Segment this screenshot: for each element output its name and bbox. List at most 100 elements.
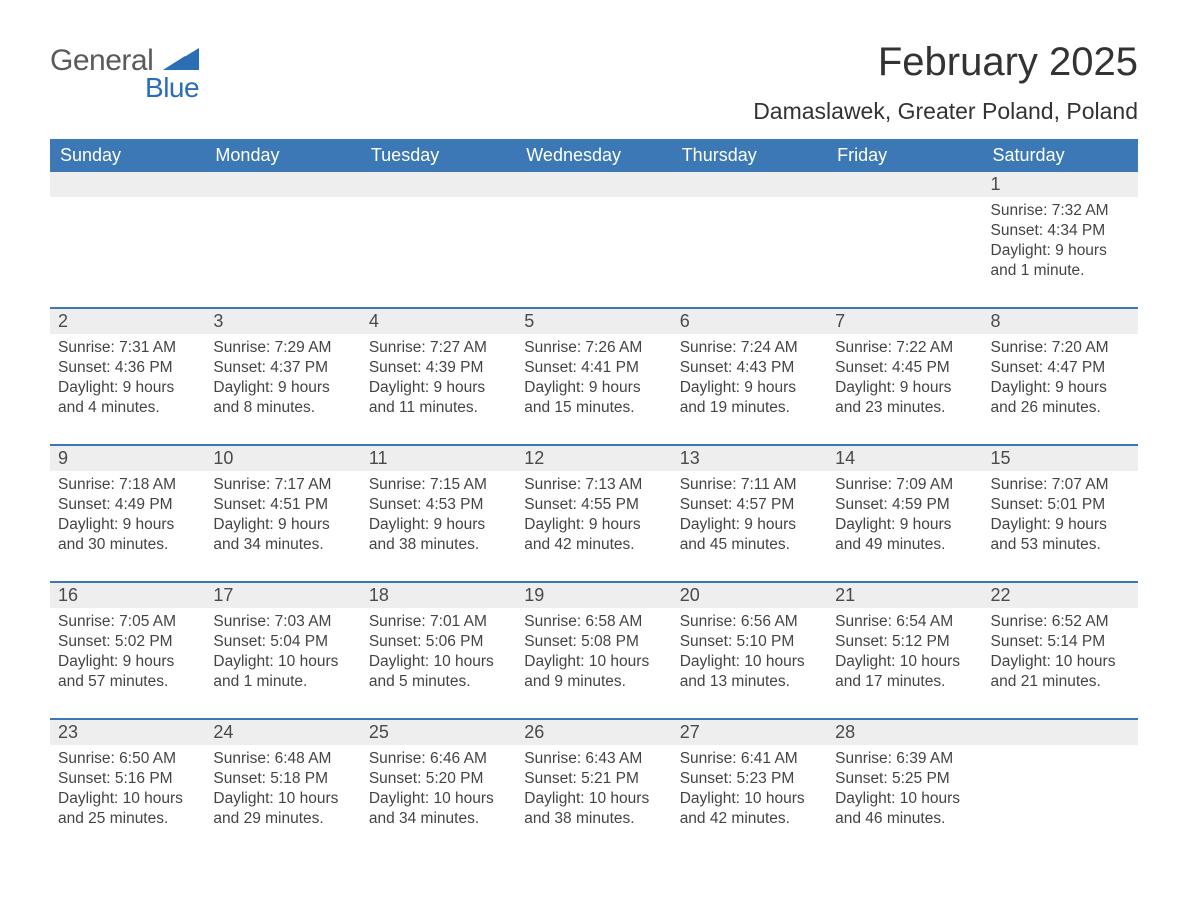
day-body-empty bbox=[50, 197, 205, 307]
day-number: 4 bbox=[361, 309, 516, 334]
day-details: Sunrise: 7:03 AMSunset: 5:04 PMDaylight:… bbox=[205, 608, 360, 718]
location-label: Damaslawek, Greater Poland, Poland bbox=[753, 98, 1138, 125]
sunset-line: Sunset: 5:06 PM bbox=[369, 632, 508, 652]
logo-text: General Blue bbox=[50, 40, 199, 102]
daylight-line: Daylight: 10 hours and 29 minutes. bbox=[213, 789, 352, 829]
day-body-empty bbox=[361, 197, 516, 307]
day-details: Sunrise: 6:39 AMSunset: 5:25 PMDaylight:… bbox=[827, 745, 982, 855]
sunset-line: Sunset: 4:59 PM bbox=[835, 495, 974, 515]
daylight-line: Daylight: 10 hours and 1 minute. bbox=[213, 652, 352, 692]
calendar-cell: 14Sunrise: 7:09 AMSunset: 4:59 PMDayligh… bbox=[827, 446, 982, 582]
calendar-cell: 9Sunrise: 7:18 AMSunset: 4:49 PMDaylight… bbox=[50, 446, 205, 582]
daylight-line: Daylight: 10 hours and 5 minutes. bbox=[369, 652, 508, 692]
calendar-week: 16Sunrise: 7:05 AMSunset: 5:02 PMDayligh… bbox=[50, 583, 1138, 719]
calendar-cell bbox=[50, 172, 205, 308]
sunrise-line: Sunrise: 7:20 AM bbox=[991, 338, 1130, 358]
daylight-line: Daylight: 10 hours and 17 minutes. bbox=[835, 652, 974, 692]
calendar-cell bbox=[983, 720, 1138, 855]
calendar-head: Sunday Monday Tuesday Wednesday Thursday… bbox=[50, 139, 1138, 172]
sunrise-line: Sunrise: 6:41 AM bbox=[680, 749, 819, 769]
sunset-line: Sunset: 5:16 PM bbox=[58, 769, 197, 789]
sunset-line: Sunset: 4:41 PM bbox=[524, 358, 663, 378]
sunset-line: Sunset: 4:39 PM bbox=[369, 358, 508, 378]
weekday-header: Friday bbox=[827, 139, 982, 172]
day-number: 6 bbox=[672, 309, 827, 334]
sunset-line: Sunset: 4:53 PM bbox=[369, 495, 508, 515]
sunset-line: Sunset: 5:12 PM bbox=[835, 632, 974, 652]
day-details: Sunrise: 6:43 AMSunset: 5:21 PMDaylight:… bbox=[516, 745, 671, 855]
day-number: 22 bbox=[983, 583, 1138, 608]
calendar-cell: 26Sunrise: 6:43 AMSunset: 5:21 PMDayligh… bbox=[516, 720, 671, 855]
calendar-cell: 18Sunrise: 7:01 AMSunset: 5:06 PMDayligh… bbox=[361, 583, 516, 719]
sunrise-line: Sunrise: 7:15 AM bbox=[369, 475, 508, 495]
calendar-cell: 23Sunrise: 6:50 AMSunset: 5:16 PMDayligh… bbox=[50, 720, 205, 855]
day-number: 28 bbox=[827, 720, 982, 745]
sunrise-line: Sunrise: 7:22 AM bbox=[835, 338, 974, 358]
sunrise-line: Sunrise: 7:17 AM bbox=[213, 475, 352, 495]
calendar-cell: 4Sunrise: 7:27 AMSunset: 4:39 PMDaylight… bbox=[361, 309, 516, 445]
day-number: 3 bbox=[205, 309, 360, 334]
weekday-header: Monday bbox=[205, 139, 360, 172]
day-details: Sunrise: 7:29 AMSunset: 4:37 PMDaylight:… bbox=[205, 334, 360, 444]
daylight-line: Daylight: 9 hours and 26 minutes. bbox=[991, 378, 1130, 418]
day-details: Sunrise: 6:58 AMSunset: 5:08 PMDaylight:… bbox=[516, 608, 671, 718]
daylight-line: Daylight: 9 hours and 23 minutes. bbox=[835, 378, 974, 418]
logo: General Blue bbox=[50, 40, 199, 102]
sunrise-line: Sunrise: 7:05 AM bbox=[58, 612, 197, 632]
day-number: 26 bbox=[516, 720, 671, 745]
calendar-cell: 27Sunrise: 6:41 AMSunset: 5:23 PMDayligh… bbox=[672, 720, 827, 855]
day-number: 5 bbox=[516, 309, 671, 334]
day-number: 10 bbox=[205, 446, 360, 471]
sunset-line: Sunset: 4:51 PM bbox=[213, 495, 352, 515]
calendar-cell: 15Sunrise: 7:07 AMSunset: 5:01 PMDayligh… bbox=[983, 446, 1138, 582]
daylight-line: Daylight: 9 hours and 11 minutes. bbox=[369, 378, 508, 418]
sunrise-line: Sunrise: 7:11 AM bbox=[680, 475, 819, 495]
weekday-header: Thursday bbox=[672, 139, 827, 172]
sunrise-line: Sunrise: 6:43 AM bbox=[524, 749, 663, 769]
daylight-line: Daylight: 10 hours and 46 minutes. bbox=[835, 789, 974, 829]
sunset-line: Sunset: 4:45 PM bbox=[835, 358, 974, 378]
sunrise-line: Sunrise: 6:58 AM bbox=[524, 612, 663, 632]
daylight-line: Daylight: 9 hours and 4 minutes. bbox=[58, 378, 197, 418]
calendar-cell: 10 Sunrise: 7:17 AMSunset: 4:51 PMDayligh… bbox=[205, 446, 360, 582]
calendar-cell bbox=[672, 172, 827, 308]
day-number: 11 bbox=[361, 446, 516, 471]
sunset-line: Sunset: 5:20 PM bbox=[369, 769, 508, 789]
calendar-cell: 1Sunrise: 7:32 AMSunset: 4:34 PMDaylight… bbox=[983, 172, 1138, 308]
day-details: Sunrise: 7:09 AMSunset: 4:59 PMDaylight:… bbox=[827, 471, 982, 581]
daylight-line: Daylight: 9 hours and 34 minutes. bbox=[213, 515, 352, 555]
day-number: 13 bbox=[672, 446, 827, 471]
day-details: Sunrise: 6:56 AMSunset: 5:10 PMDaylight:… bbox=[672, 608, 827, 718]
sunrise-line: Sunrise: 7:03 AM bbox=[213, 612, 352, 632]
sunrise-line: Sunrise: 6:56 AM bbox=[680, 612, 819, 632]
sunrise-line: Sunrise: 7:27 AM bbox=[369, 338, 508, 358]
day-details: Sunrise: 7:31 AMSunset: 4:36 PMDaylight:… bbox=[50, 334, 205, 444]
sunrise-line: Sunrise: 6:52 AM bbox=[991, 612, 1130, 632]
day-details: Sunrise: 7:27 AMSunset: 4:39 PMDaylight:… bbox=[361, 334, 516, 444]
daylight-line: Daylight: 9 hours and 8 minutes. bbox=[213, 378, 352, 418]
sunrise-line: Sunrise: 7:24 AM bbox=[680, 338, 819, 358]
daylight-line: Daylight: 10 hours and 38 minutes. bbox=[524, 789, 663, 829]
day-details: Sunrise: 7:22 AMSunset: 4:45 PMDaylight:… bbox=[827, 334, 982, 444]
day-details: Sunrise: 7:11 AMSunset: 4:57 PMDaylight:… bbox=[672, 471, 827, 581]
calendar-cell: 8Sunrise: 7:20 AMSunset: 4:47 PMDaylight… bbox=[983, 309, 1138, 445]
sunrise-line: Sunrise: 7:26 AM bbox=[524, 338, 663, 358]
daylight-line: Daylight: 9 hours and 53 minutes. bbox=[991, 515, 1130, 555]
calendar-cell: 20Sunrise: 6:56 AMSunset: 5:10 PMDayligh… bbox=[672, 583, 827, 719]
sunrise-line: Sunrise: 6:39 AM bbox=[835, 749, 974, 769]
daylight-line: Daylight: 9 hours and 49 minutes. bbox=[835, 515, 974, 555]
daylight-line: Daylight: 9 hours and 57 minutes. bbox=[58, 652, 197, 692]
day-details: Sunrise: 7:20 AMSunset: 4:47 PMDaylight:… bbox=[983, 334, 1138, 444]
weekday-header: Sunday bbox=[50, 139, 205, 172]
logo-line1: General bbox=[50, 44, 153, 77]
day-details: Sunrise: 7:07 AMSunset: 5:01 PMDaylight:… bbox=[983, 471, 1138, 581]
sunset-line: Sunset: 5:04 PM bbox=[213, 632, 352, 652]
day-number-empty bbox=[983, 720, 1138, 745]
calendar-cell: 12Sunrise: 7:13 AMSunset: 4:55 PMDayligh… bbox=[516, 446, 671, 582]
day-number: 25 bbox=[361, 720, 516, 745]
daylight-line: Daylight: 10 hours and 25 minutes. bbox=[58, 789, 197, 829]
sunset-line: Sunset: 5:18 PM bbox=[213, 769, 352, 789]
day-number-empty bbox=[827, 172, 982, 197]
day-details: Sunrise: 6:48 AMSunset: 5:18 PMDaylight:… bbox=[205, 745, 360, 855]
sunset-line: Sunset: 5:23 PM bbox=[680, 769, 819, 789]
